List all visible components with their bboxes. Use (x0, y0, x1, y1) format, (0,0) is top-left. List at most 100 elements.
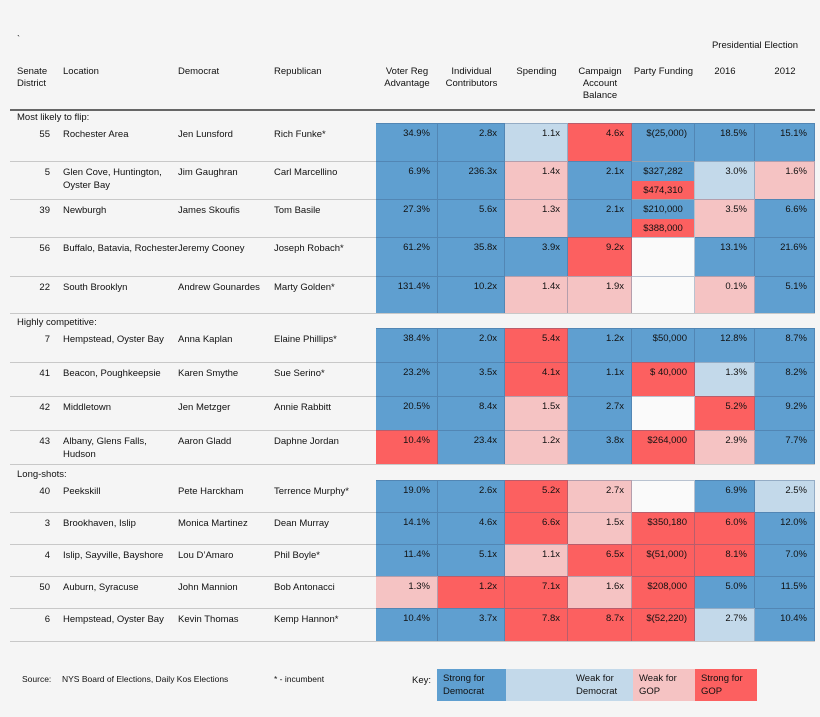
metric-cell (632, 237, 695, 276)
metric-cell: 1.4x (505, 161, 568, 199)
table-row: 22 South Brooklyn Andrew Gounardes Marty Go… (10, 276, 815, 314)
table-row: 55 Rochester Area Jen Lunsford Rich Funke* 3… (10, 123, 815, 162)
metric-cell: 3.5x (438, 362, 505, 396)
democrat-name: Jim Gaughran (178, 167, 238, 178)
metric-cell: 6.9% (695, 480, 755, 512)
metric-cell: 9.2% (755, 396, 815, 430)
metric-cell: 7.1x (505, 576, 568, 608)
metric-cell: 19.0% (376, 480, 438, 512)
district-number: 7 (44, 334, 50, 345)
metric-cell: 236.3x (438, 161, 505, 199)
metric-cell: 6.0% (695, 512, 755, 544)
section-title: Most likely to flip: (17, 112, 90, 123)
column-header: Republican (274, 66, 322, 77)
metric-cell: 7.7% (755, 430, 815, 464)
republican-name: Terrence Murphy* (274, 486, 349, 497)
metric-cell: 1.2x (568, 328, 632, 362)
location: Newburgh (63, 205, 107, 216)
location: Albany, Glens Falls, Hudson (63, 436, 147, 460)
table-row: 39 Newburgh James Skoufis Tom Basile 27.3% 5.… (10, 199, 815, 238)
metric-cell: 10.2x (438, 276, 505, 313)
metric-cell: 11.5% (755, 576, 815, 608)
table-row: 42 Middletown Jen Metzger Annie Rabbitt 20.5… (10, 396, 815, 431)
metric-cell: 2.7x (568, 396, 632, 430)
republican-name: Rich Funke* (274, 129, 326, 140)
source-label: Source: (22, 674, 52, 684)
metric-cell: 8.7x (568, 608, 632, 641)
metric-cell: 12.8% (695, 328, 755, 362)
metric-cell: $210,000 $388,000 (632, 199, 695, 237)
metric-cell: 1.3x (505, 199, 568, 237)
district-number: 55 (39, 129, 50, 140)
location: Islip, Sayville, Bayshore (63, 550, 164, 561)
metric-cell: 18.5% (695, 123, 755, 161)
table-row: 40 Peekskill Pete Harckham Terrence Murphy*… (10, 480, 815, 513)
location: Hempstead, Oyster Bay (63, 614, 164, 625)
democrat-name: Lou D’Amaro (178, 550, 234, 561)
district-number: 42 (39, 402, 50, 413)
key-swatch (506, 669, 570, 701)
metric-cell: 5.2% (695, 396, 755, 430)
metric-cell: 8.2% (755, 362, 815, 396)
republican-name: Tom Basile (274, 205, 321, 216)
metric-cell: 2.6x (438, 480, 505, 512)
location: Rochester Area (63, 129, 129, 140)
metric-cell: 1.1x (505, 123, 568, 161)
district-number: 50 (39, 582, 50, 593)
table-row: 43 Albany, Glens Falls, Hudson Aaron Gladd… (10, 430, 815, 465)
metric-cell: 12.0% (755, 512, 815, 544)
district-number: 39 (39, 205, 50, 216)
metric-cell: 10.4% (755, 608, 815, 641)
metric-cell: 1.2x (438, 576, 505, 608)
democrat-name: Pete Harckham (178, 486, 244, 497)
metric-cell: 8.1% (695, 544, 755, 576)
metric-cell: 6.6% (755, 199, 815, 237)
democrat-name: Jen Lunsford (178, 129, 233, 140)
metric-cell: 6.9% (376, 161, 438, 199)
democrat-name: Karen Smythe (178, 368, 239, 379)
metric-cell: $208,000 (632, 576, 695, 608)
party-funding-part: $474,310 (632, 181, 694, 199)
column-header: Voter Reg Advantage (384, 66, 430, 89)
key-swatch: Strong for Democrat (437, 669, 506, 701)
table-row: 5 Glen Cove, Huntington, Oyster Bay Jim Ga… (10, 161, 815, 200)
metric-cell: 21.6% (755, 237, 815, 276)
metric-cell: $(51,000) (632, 544, 695, 576)
metric-cell: 5.1% (755, 276, 815, 313)
metric-cell: 4.6x (438, 512, 505, 544)
district-number: 41 (39, 368, 50, 379)
key-swatch: Strong for GOP (695, 669, 757, 701)
header-rule (10, 109, 815, 111)
metric-cell: 1.3% (376, 576, 438, 608)
metric-cell: 13.1% (695, 237, 755, 276)
source-text: NYS Board of Elections, Daily Kos Electi… (62, 674, 229, 684)
democrat-name: James Skoufis (178, 205, 240, 216)
metric-cell: 11.4% (376, 544, 438, 576)
district-number: 56 (39, 243, 50, 254)
republican-name: Joseph Robach* (274, 243, 344, 254)
section-title: Long-shots: (17, 469, 67, 480)
metric-cell: 6.5x (568, 544, 632, 576)
district-number: 43 (39, 436, 50, 447)
democrat-name: Aaron Gladd (178, 436, 232, 447)
metric-cell: 8.4x (438, 396, 505, 430)
key-label: Key: (412, 675, 432, 686)
republican-name: Dean Murray (274, 518, 329, 529)
district-number: 5 (44, 167, 50, 178)
location: Beacon, Poughkeepsie (63, 368, 161, 379)
column-header: Campaign Account Balance (578, 66, 622, 101)
metric-cell: 14.1% (376, 512, 438, 544)
metric-cell: 1.9x (568, 276, 632, 313)
republican-name: Elaine Phillips* (274, 334, 337, 345)
metric-cell: 2.9% (695, 430, 755, 464)
metric-cell: 0.1% (695, 276, 755, 313)
metric-cell (632, 276, 695, 313)
metric-cell: 3.9x (505, 237, 568, 276)
republican-name: Sue Serino* (274, 368, 325, 379)
column-header: Democrat (178, 66, 220, 77)
metric-cell (632, 480, 695, 512)
republican-name: Kemp Hannon* (274, 614, 339, 625)
metric-cell: $(52,220) (632, 608, 695, 641)
stray-mark: ` (17, 34, 20, 44)
